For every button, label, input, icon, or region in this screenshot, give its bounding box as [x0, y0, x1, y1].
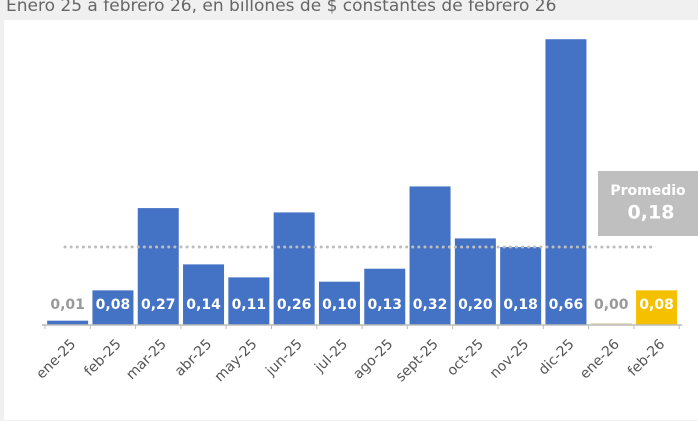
chart-subtitle: Enero 25 a febrero 26, en billones de $ … [6, 0, 556, 16]
value-label: 0,00 [594, 297, 629, 313]
bar [92, 290, 134, 325]
value-label: 0,20 [458, 297, 493, 313]
value-label: 0,13 [367, 297, 402, 313]
value-label: 0,18 [503, 297, 538, 313]
value-label: 0,32 [413, 297, 448, 313]
bar [545, 39, 587, 325]
value-label: 0,11 [232, 297, 267, 313]
bar [636, 290, 678, 325]
value-label: 0,01 [50, 297, 85, 313]
value-label: 0,10 [322, 297, 357, 313]
value-label: 0,14 [186, 297, 221, 313]
bar [47, 320, 89, 325]
value-label: 0,66 [549, 297, 584, 313]
value-label: 0,26 [277, 297, 312, 313]
bar [590, 323, 632, 325]
value-label: 0,27 [141, 297, 176, 313]
value-label: 0,08 [639, 297, 674, 313]
value-label: 0,08 [96, 297, 131, 313]
bar [137, 208, 179, 325]
bar [273, 212, 315, 325]
bar [364, 268, 406, 325]
bar [409, 186, 451, 325]
bar [318, 281, 360, 325]
average-label: Promedio [610, 183, 686, 199]
bar [228, 277, 270, 325]
average-value: 0,18 [628, 202, 675, 224]
bar [183, 264, 225, 325]
bar [454, 238, 496, 325]
average-box [598, 171, 698, 236]
bar [500, 247, 542, 325]
